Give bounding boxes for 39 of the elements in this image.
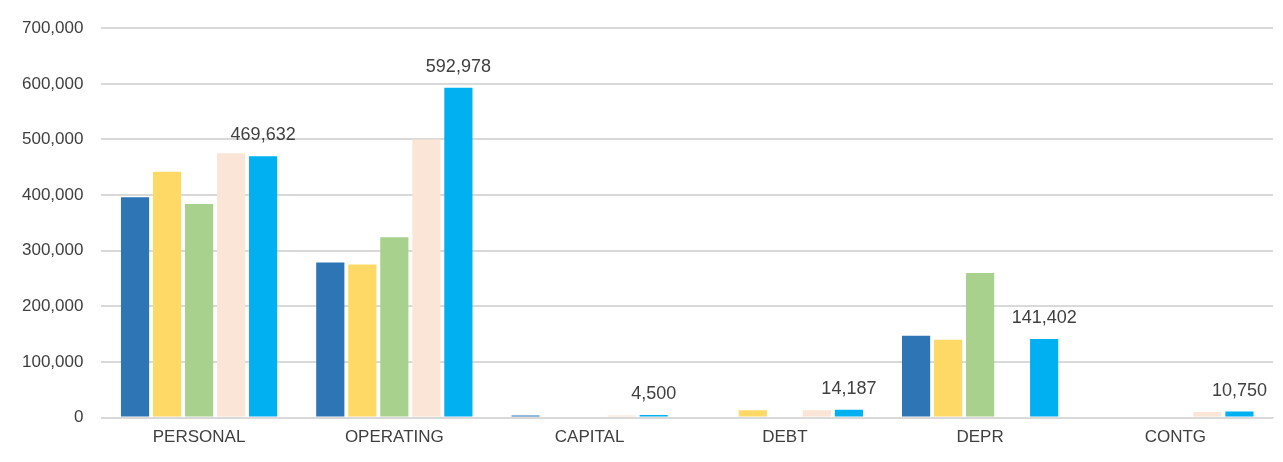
- data-label: 10,750: [1211, 379, 1267, 400]
- data-label: 141,402: [1011, 306, 1077, 327]
- y-tick-label: 600,000: [22, 73, 84, 93]
- bar: [348, 264, 377, 417]
- bar: [1225, 411, 1254, 417]
- y-tick-label: 700,000: [22, 17, 84, 37]
- bar: [934, 339, 963, 417]
- data-label: 469,632: [230, 124, 296, 145]
- bar: [152, 171, 182, 417]
- bar: [249, 156, 278, 417]
- bar: [412, 139, 441, 417]
- y-tick-label: 500,000: [22, 129, 84, 149]
- bar: [901, 335, 931, 417]
- data-label: 592,978: [425, 55, 491, 76]
- bar: [1193, 412, 1222, 417]
- y-tick-label: 0: [73, 407, 84, 427]
- y-tick-label: 400,000: [22, 184, 84, 204]
- bar: [444, 87, 473, 417]
- x-tick-label: PERSONAL: [152, 427, 246, 447]
- bar: [316, 262, 345, 417]
- x-tick-label: CAPITAL: [554, 427, 625, 447]
- bar: [834, 409, 863, 417]
- bar: [217, 153, 246, 417]
- bar: [120, 197, 150, 417]
- bar: [802, 410, 831, 417]
- bar: [184, 203, 214, 417]
- bar: [738, 410, 767, 417]
- y-tick-label: 300,000: [22, 240, 84, 260]
- x-tick-label: DEPR: [956, 427, 1004, 447]
- x-tick-label: DEBT: [762, 427, 808, 447]
- data-label: 14,187: [821, 377, 877, 398]
- data-label: 4,500: [631, 383, 677, 404]
- bar: [380, 237, 409, 417]
- y-tick-label: 200,000: [22, 296, 84, 316]
- y-tick-label: 100,000: [22, 351, 84, 371]
- x-tick-label: CONTG: [1144, 427, 1207, 447]
- bar: [1030, 338, 1059, 417]
- x-tick-label: OPERATING: [344, 427, 444, 447]
- bar: [966, 272, 995, 417]
